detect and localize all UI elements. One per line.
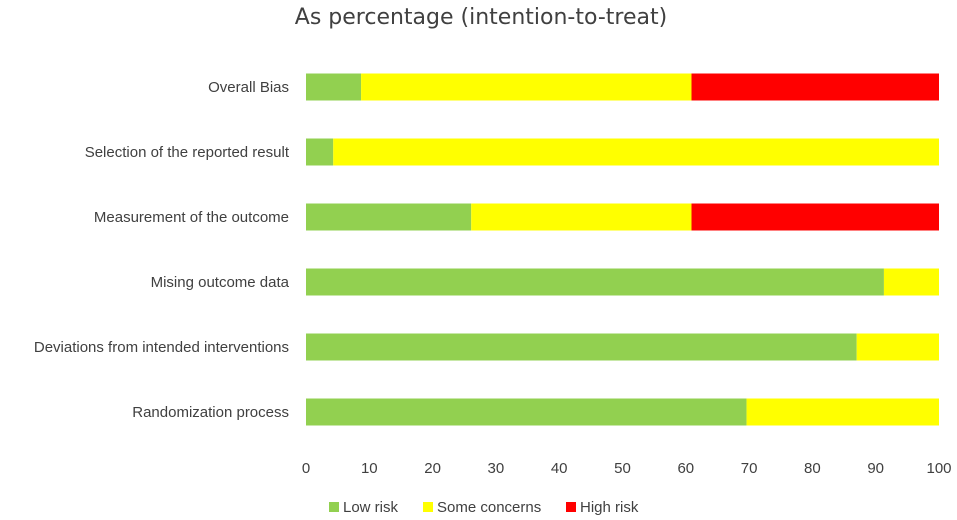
bar-selection-of-the-reported-result-low-risk xyxy=(306,138,334,166)
x-tick-label: 30 xyxy=(488,460,505,477)
x-tick-label: 80 xyxy=(804,460,821,477)
x-tick-label: 70 xyxy=(741,460,758,477)
bars-layer xyxy=(306,73,940,426)
legend-swatch-low-risk xyxy=(329,502,339,512)
chart-title: As percentage (intention-to-treat) xyxy=(295,5,667,30)
x-tick-label: 40 xyxy=(551,460,568,477)
bar-measurement-of-the-outcome-low-risk xyxy=(306,203,472,231)
x-tick-label: 20 xyxy=(424,460,441,477)
legend-label-high-risk: High risk xyxy=(580,499,639,516)
legend-swatch-some-concerns xyxy=(423,502,433,512)
x-axis-ticks: 0 10 20 30 40 50 60 70 80 90 100 xyxy=(302,460,952,477)
category-label-selection-of-the-reported-result: Selection of the reported result xyxy=(85,144,290,161)
x-tick-label: 90 xyxy=(867,460,884,477)
x-tick-label: 0 xyxy=(302,460,310,477)
x-tick-label: 60 xyxy=(677,460,694,477)
bar-measurement-of-the-outcome-high-risk xyxy=(691,203,939,231)
legend-label-low-risk: Low risk xyxy=(343,499,399,516)
legend-label-some-concerns: Some concerns xyxy=(437,499,541,516)
bar-deviations-from-intended-interventions-low-risk xyxy=(306,333,857,361)
category-label-mising-outcome-data: Mising outcome data xyxy=(151,274,290,291)
category-labels: Overall Bias Selection of the reported re… xyxy=(34,79,290,421)
category-label-randomization-process: Randomization process xyxy=(132,404,289,421)
x-tick-label: 10 xyxy=(361,460,378,477)
bar-measurement-of-the-outcome-some-concerns xyxy=(471,203,692,231)
bar-deviations-from-intended-interventions-some-concerns xyxy=(856,333,939,361)
bar-selection-of-the-reported-result-some-concerns xyxy=(333,138,940,166)
category-label-deviations-from-intended-interventions: Deviations from intended interventions xyxy=(34,339,289,356)
category-label-measurement-of-the-outcome: Measurement of the outcome xyxy=(94,209,289,226)
legend-swatch-high-risk xyxy=(566,502,576,512)
bar-mising-outcome-data-some-concerns xyxy=(883,268,939,296)
legend: Low risk Some concerns High risk xyxy=(329,499,639,516)
bar-mising-outcome-data-low-risk xyxy=(306,268,884,296)
bar-overall-bias-some-concerns xyxy=(361,73,692,101)
x-tick-label: 100 xyxy=(926,460,951,477)
bar-randomization-process-low-risk xyxy=(306,398,747,426)
x-tick-label: 50 xyxy=(614,460,631,477)
category-label-overall-bias: Overall Bias xyxy=(208,79,289,96)
bar-overall-bias-high-risk xyxy=(691,73,939,101)
bar-randomization-process-some-concerns xyxy=(746,398,939,426)
bar-overall-bias-low-risk xyxy=(306,73,362,101)
